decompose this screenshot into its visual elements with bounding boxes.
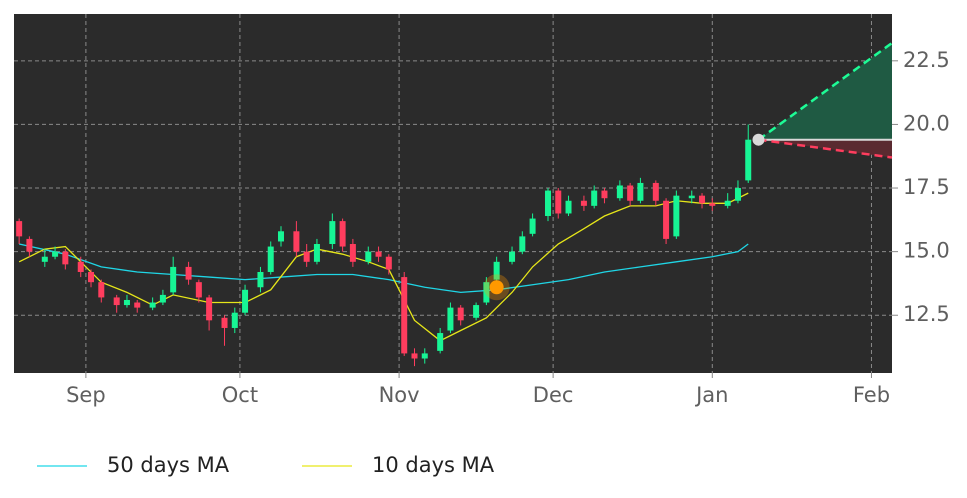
- candle-body: [688, 195, 695, 199]
- x-tick-label: Jan: [694, 383, 728, 407]
- candle-body: [123, 299, 130, 306]
- candle-body: [293, 231, 300, 252]
- candle-body: [565, 200, 572, 214]
- candle-body: [734, 188, 741, 201]
- x-tick-label: Dec: [533, 383, 574, 407]
- legend-label: 10 days MA: [372, 453, 495, 477]
- candle-body: [88, 271, 95, 283]
- legend: 50 days MA 10 days MA: [37, 453, 495, 477]
- candle-body: [329, 221, 336, 245]
- candle-body: [98, 282, 105, 298]
- candle-body: [267, 246, 274, 272]
- candle-body: [724, 200, 731, 206]
- y-tick-label: 22.5: [903, 48, 950, 72]
- candle-body: [555, 190, 562, 214]
- y-tick-label: 15.0: [903, 239, 950, 263]
- candle-body: [385, 256, 392, 270]
- candle-body: [375, 251, 382, 257]
- candle-body: [77, 261, 84, 272]
- candle-body: [673, 195, 680, 237]
- candle-body: [601, 190, 608, 199]
- candle-body: [134, 302, 141, 308]
- candle-body: [231, 312, 238, 328]
- candle-body: [62, 251, 69, 265]
- candle-body: [509, 251, 516, 262]
- candle-body: [159, 294, 166, 303]
- candle-body: [365, 251, 372, 262]
- candle-body: [627, 185, 634, 201]
- candle-body: [41, 256, 48, 262]
- candle-body: [349, 244, 356, 262]
- candle-body: [242, 289, 249, 313]
- candle-body: [52, 251, 59, 257]
- signal-marker: [489, 280, 504, 295]
- candle-body: [113, 297, 120, 306]
- ticks: 12.5 15.0 17.5 20.0 22.5 Sep Oct Nov Dec Jan Feb: [66, 48, 950, 407]
- x-tick-label: Sep: [66, 383, 106, 407]
- candle-body: [529, 218, 536, 234]
- candle-body: [437, 333, 444, 351]
- candle-body: [652, 182, 659, 201]
- candle-body: [411, 353, 418, 359]
- y-tick-label: 12.5: [903, 302, 950, 326]
- projection-down: [758, 138, 893, 159]
- candle-body: [544, 190, 551, 217]
- last-price-marker: [752, 133, 765, 146]
- x-tick-label: Nov: [379, 383, 420, 407]
- x-tick-label: Oct: [222, 383, 258, 407]
- candle-body: [206, 297, 213, 321]
- x-tick-label: Feb: [853, 383, 890, 407]
- candle-body: [663, 200, 670, 239]
- candle-body: [339, 221, 346, 247]
- candle-body: [421, 353, 428, 359]
- candle-body: [580, 200, 587, 206]
- candle-body: [170, 266, 177, 293]
- candle-body: [591, 190, 598, 206]
- candle-body: [616, 185, 623, 199]
- candle-body: [483, 282, 490, 303]
- candle-body: [195, 282, 202, 298]
- candle-body: [221, 317, 228, 328]
- candle-body: [303, 251, 310, 262]
- candle-body: [26, 238, 33, 252]
- candle-body: [16, 221, 23, 237]
- candle-body: [637, 182, 644, 201]
- candle-body: [185, 266, 192, 280]
- candle-body: [313, 244, 320, 262]
- candle-body: [473, 305, 480, 318]
- candle-body: [447, 307, 454, 331]
- candle-body: [401, 277, 408, 354]
- candle-body: [699, 195, 706, 204]
- candle-body: [745, 139, 752, 181]
- candle-body: [519, 236, 526, 252]
- y-tick-label: 20.0: [903, 111, 950, 135]
- projection-up: [757, 41, 893, 141]
- candle-body: [257, 271, 264, 288]
- candle-body: [493, 261, 500, 280]
- projection: [757, 41, 893, 159]
- candle-body: [277, 231, 284, 242]
- candles: [16, 124, 765, 367]
- legend-label: 50 days MA: [107, 453, 230, 477]
- candle-body: [457, 307, 464, 321]
- candle-body: [149, 302, 156, 308]
- y-tick-label: 17.5: [903, 175, 950, 199]
- candle-body: [709, 203, 716, 206]
